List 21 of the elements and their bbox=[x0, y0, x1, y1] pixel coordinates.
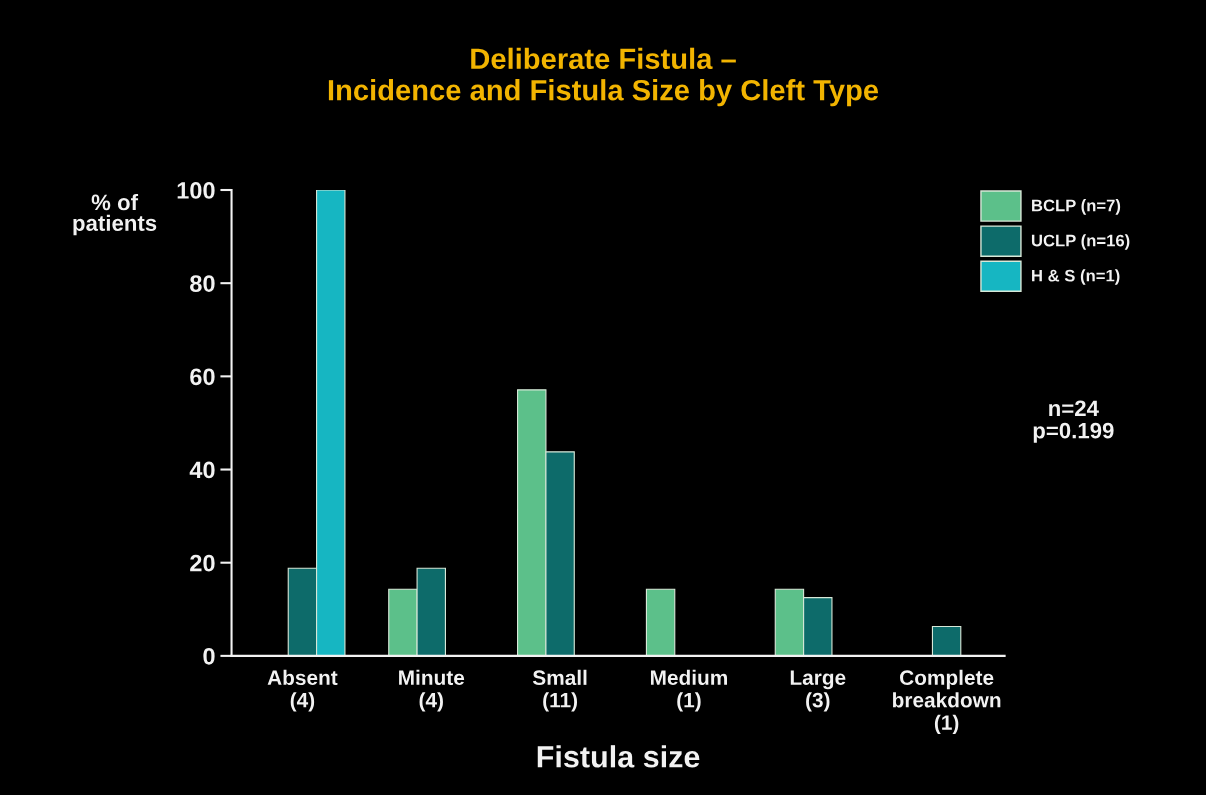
bar bbox=[931, 625, 962, 656]
y-axis-title: % of patients bbox=[73, 193, 157, 236]
y-tick-label: 60 bbox=[190, 368, 215, 386]
chart-title: Deliberate Fistula – Incidence and Fistula Size by Cleft Type bbox=[328, 47, 879, 107]
y-tick-label: 20 bbox=[190, 554, 215, 572]
x-tick-label: Small (11) bbox=[532, 669, 587, 712]
x-tick-label: Complete breakdown (1) bbox=[893, 669, 1001, 735]
y-tick-label: 80 bbox=[190, 275, 215, 292]
y-tick-label: 0 bbox=[203, 647, 215, 665]
legend-label: UCLP (n=16) bbox=[1031, 234, 1130, 250]
x-axis-title: Fistula size bbox=[537, 745, 700, 768]
x-tick-label: Medium (1) bbox=[650, 669, 727, 712]
y-tick-label: 40 bbox=[189, 461, 215, 479]
y-tick-label: 100 bbox=[177, 182, 215, 199]
x-tick-label: Minute (4) bbox=[399, 669, 465, 712]
legend-label: H & S (n=1) bbox=[1032, 269, 1120, 285]
legend-label: BCLP (n=7) bbox=[1032, 199, 1121, 215]
bar bbox=[645, 588, 676, 656]
x-tick-label: Large (3) bbox=[790, 670, 846, 712]
x-tick-label: Absent (4) bbox=[267, 669, 338, 712]
text: n=24 p=0.199 bbox=[1033, 400, 1114, 443]
